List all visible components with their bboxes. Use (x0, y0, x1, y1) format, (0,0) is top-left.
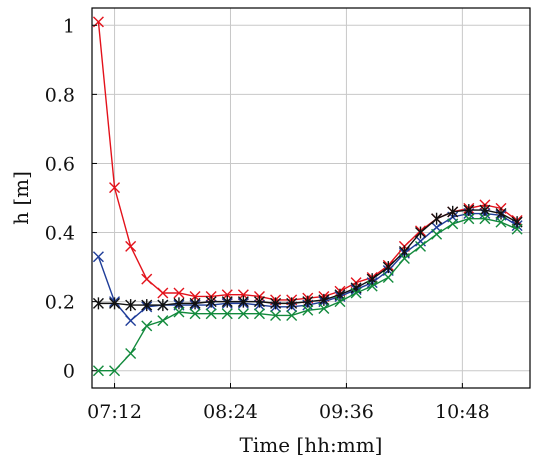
data-point (125, 240, 137, 252)
data-point (286, 297, 298, 310)
data-point (382, 271, 394, 283)
data-point (237, 295, 249, 308)
series-1-line (97, 21, 518, 301)
data-point (447, 218, 459, 230)
series-2 (92, 208, 523, 327)
data-point (463, 213, 475, 225)
tick-labels: 07:12 08:24 09:36 10:48 0 0.2 0.4 0.6 0.8 1 (45, 15, 490, 423)
data-point (157, 315, 169, 327)
data-point (237, 308, 249, 320)
y-tick-label: 0.4 (45, 223, 75, 245)
data-point (253, 295, 265, 308)
data-point (447, 205, 459, 218)
y-tick-label: 0.8 (45, 84, 75, 106)
data-point (141, 273, 153, 285)
data-point (463, 204, 475, 217)
data-point (125, 347, 137, 359)
data-point (479, 204, 491, 217)
data-point (318, 293, 330, 306)
data-point (479, 213, 491, 225)
plot-frame (91, 7, 531, 389)
y-tick-label: 0.6 (45, 153, 75, 175)
data-point (334, 296, 346, 308)
data-point (302, 295, 314, 308)
data-point (189, 297, 201, 310)
x-tick-label: 09:36 (319, 401, 374, 423)
data-point (157, 299, 169, 312)
y-tick-label: 1 (63, 15, 75, 37)
data-point (415, 240, 426, 252)
data-point (286, 309, 298, 321)
data-point (415, 226, 426, 239)
data-point (157, 287, 169, 299)
data-point (173, 306, 185, 318)
data-point (270, 309, 282, 321)
y-axis-title: h [m] (9, 171, 33, 225)
y-tick-label: 0 (63, 361, 75, 383)
y-tick-label: 0.2 (45, 292, 75, 314)
series-4 (92, 213, 523, 377)
data-point (302, 304, 314, 316)
data-point (109, 182, 121, 194)
data-point (109, 297, 121, 310)
data-point (205, 308, 217, 320)
series-3 (92, 204, 523, 312)
x-tick-label: 07:12 (87, 401, 142, 423)
data-point (92, 365, 104, 377)
series-layer (92, 16, 523, 377)
data-point (221, 295, 233, 308)
data-point (318, 303, 330, 315)
data-point (398, 252, 410, 264)
data-point (189, 308, 201, 320)
data-point (92, 297, 104, 310)
data-point (141, 299, 153, 312)
x-tick-label: 10:48 (435, 401, 490, 423)
data-point (495, 207, 507, 220)
data-point (495, 216, 507, 228)
data-point (141, 320, 153, 332)
data-point (173, 287, 185, 299)
data-point (431, 212, 443, 225)
data-point (221, 308, 233, 320)
x-axis-title: Time [hh:mm] (240, 433, 383, 457)
series-1 (92, 16, 523, 306)
data-point (173, 297, 185, 310)
data-point (431, 228, 443, 240)
data-point (253, 308, 265, 320)
data-point (382, 261, 394, 274)
data-point (366, 280, 378, 292)
grid-lines (92, 8, 530, 388)
data-point (350, 287, 362, 299)
data-point (92, 251, 104, 263)
data-point (270, 297, 282, 310)
data-point (125, 299, 137, 312)
data-point (511, 223, 523, 235)
x-tick-label: 08:24 (203, 401, 258, 423)
data-point (205, 295, 217, 308)
data-point (109, 365, 121, 377)
data-point (125, 315, 137, 327)
